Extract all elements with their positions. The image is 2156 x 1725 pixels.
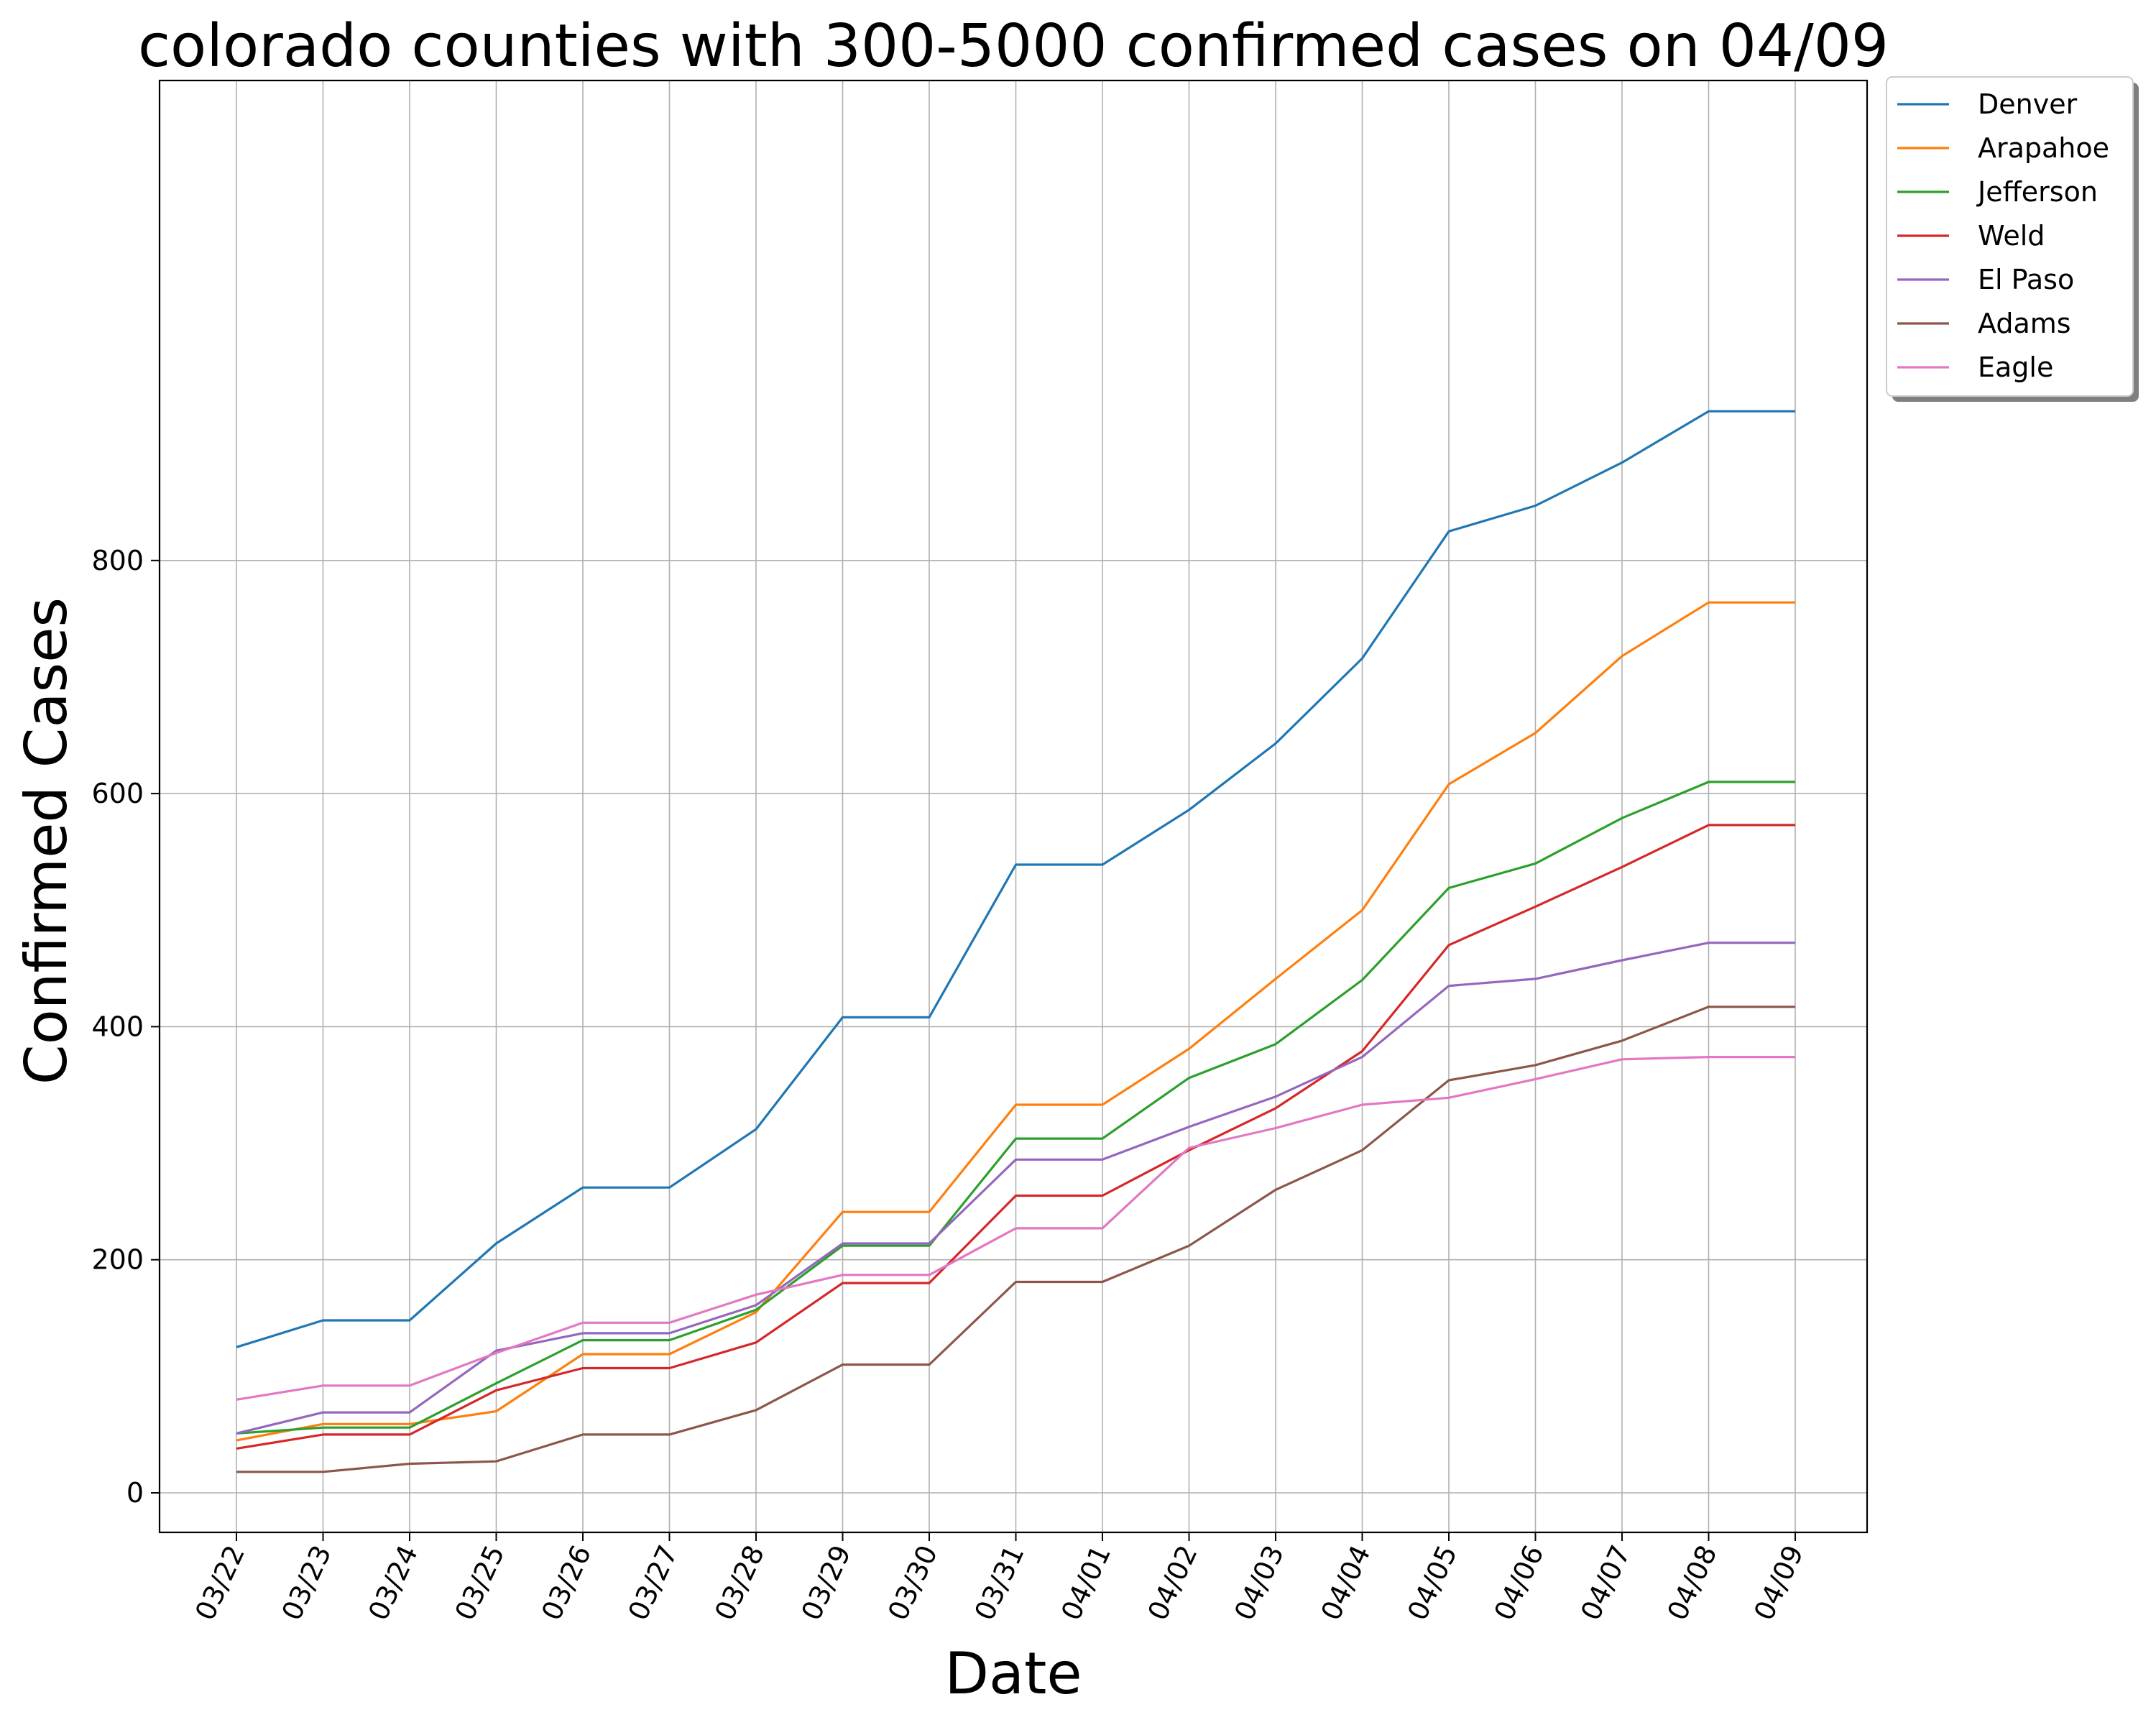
series-line-denver — [236, 410, 1795, 1348]
plot-frame — [158, 79, 1869, 1534]
legend-label-eagle: Eagle — [1978, 351, 2053, 383]
y-tick-label: 400 — [91, 1011, 144, 1042]
x-axis-label: Date — [944, 1640, 1082, 1707]
series-line-jefferson — [236, 781, 1795, 1435]
series-line-el-paso — [236, 942, 1795, 1435]
series-lines — [236, 410, 1795, 1473]
series-line-arapahoe — [236, 601, 1795, 1442]
legend-label-el-paso: El Paso — [1978, 264, 2074, 295]
chart-title: colorado counties with 300-5000 confirme… — [138, 12, 1889, 80]
legend-label-arapahoe: Arapahoe — [1978, 132, 2109, 164]
series-line-eagle — [236, 1055, 1795, 1401]
legend-label-adams: Adams — [1978, 308, 2071, 339]
y-tick-label: 0 — [126, 1477, 144, 1509]
grid-lines — [160, 80, 1867, 1532]
legend: Denver Arapahoe Jefferson Weld El Paso Adams E… — [1886, 76, 2139, 402]
series-line-weld — [236, 824, 1795, 1450]
series-line-adams — [236, 1006, 1795, 1473]
y-axis-label: Confirmed Cases — [13, 597, 80, 1085]
y-tick-label: 600 — [91, 778, 144, 809]
legend-label-jefferson: Jefferson — [1976, 176, 2098, 208]
legend-frame — [1886, 76, 2134, 397]
legend-label-denver: Denver — [1978, 88, 2078, 120]
legend-label-weld: Weld — [1978, 220, 2045, 252]
y-tick-label: 800 — [91, 545, 144, 576]
y-tick-label: 200 — [91, 1244, 144, 1276]
